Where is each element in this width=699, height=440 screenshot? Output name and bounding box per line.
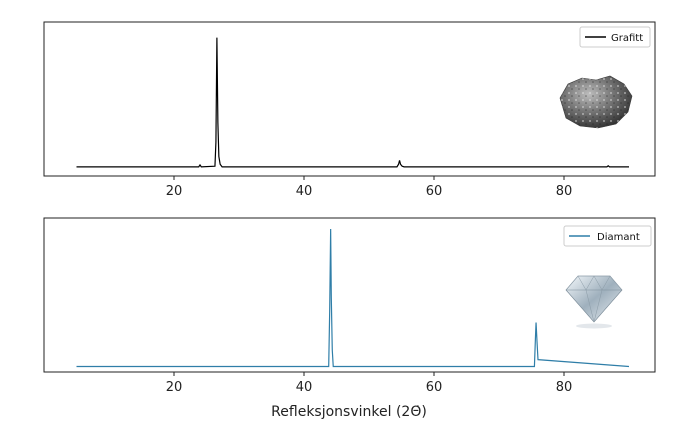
- diamond-legend-box: [563, 225, 652, 247]
- x-tick-label: 20: [166, 184, 183, 199]
- diamond-gem-icon: [565, 275, 623, 329]
- diamond-panel: 20 40 60 80 Diamant: [43, 217, 656, 395]
- x-tick-label: 60: [426, 184, 443, 199]
- diamond-legend: Diamant: [563, 225, 652, 247]
- graphite-legend: Grafitt: [579, 26, 651, 48]
- x-tick-label: 80: [556, 380, 573, 395]
- graphite-x-ticks: 20 40 60 80: [166, 176, 573, 199]
- graphite-legend-box: [579, 26, 651, 48]
- x-tick-label: 60: [426, 380, 443, 395]
- graphite-series-line: [76, 37, 629, 168]
- x-axis-label: Refleksjonsvinkel (2Θ̇): [271, 404, 427, 420]
- graphite-plot-frame: [43, 21, 656, 177]
- graphite-panel: 20 40 60 80 Grafitt: [43, 21, 656, 199]
- x-tick-label: 40: [296, 380, 313, 395]
- diamond-x-ticks: 20 40 60 80: [166, 372, 573, 395]
- diamond-plot-frame: [43, 217, 656, 373]
- diamond-series-line: [76, 228, 630, 368]
- graphite-rock-icon: [559, 75, 633, 129]
- graphite-legend-label: Grafitt: [611, 33, 643, 44]
- x-tick-label: 80: [556, 184, 573, 199]
- x-tick-label: 20: [166, 380, 183, 395]
- x-tick-label: 40: [296, 184, 313, 199]
- diamond-legend-label: Diamant: [597, 232, 640, 243]
